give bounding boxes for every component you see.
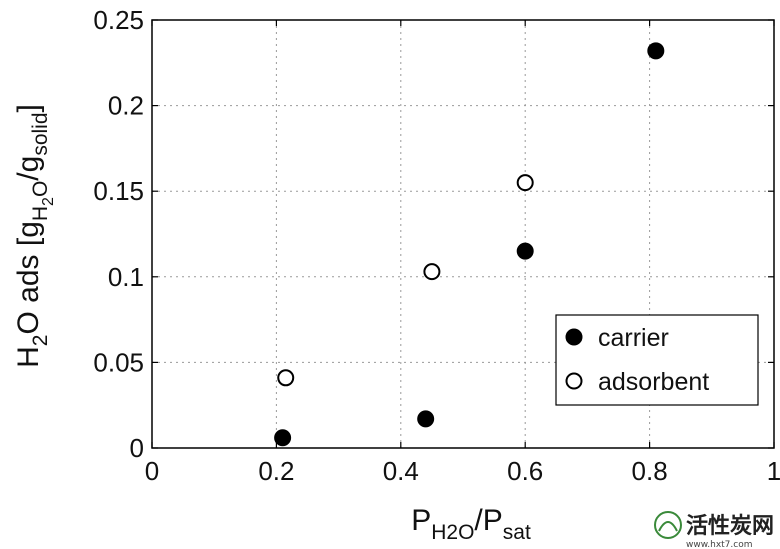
y-tick-label: 0.2 <box>108 91 144 121</box>
y-axis-label-part: ] <box>12 104 45 112</box>
watermark-url: www.hxt7.com <box>686 540 753 549</box>
y-tick-label: 0.15 <box>93 176 144 206</box>
adsorbent-point <box>423 263 441 281</box>
x-axis-label-part: P <box>411 504 431 537</box>
y-tick-label: 0 <box>130 433 144 463</box>
legend-label: carrier <box>598 324 669 352</box>
y-axis-label: H2O ads [gH2O/gsolid] <box>12 104 57 368</box>
legend: carrier adsorbent <box>555 314 759 406</box>
axis-ticks: 0 0.2 0.4 0.6 0.8 1 0 0.05 0.1 0.15 0.2 0.25 <box>93 5 780 486</box>
y-tick-label: 0.1 <box>108 262 144 292</box>
x-tick-label: 0.4 <box>383 456 419 486</box>
x-axis-label-part: sat <box>503 521 531 544</box>
legend-box <box>555 314 759 406</box>
y-axis-label-part: O <box>29 181 52 197</box>
x-tick-label: 0.8 <box>632 456 668 486</box>
y-axis-label-part: 2 <box>29 335 52 347</box>
x-axis-label-part: H2O <box>431 521 474 544</box>
grid <box>152 20 774 448</box>
y-tick-label: 0.05 <box>93 347 144 377</box>
watermark-leaf-icon <box>658 521 678 532</box>
legend-label: adsorbent <box>598 368 709 396</box>
carrier-point <box>274 429 292 447</box>
y-tick-label: 0.25 <box>93 5 144 35</box>
legend-marker <box>565 372 583 390</box>
legend-marker <box>565 328 583 346</box>
carrier-point <box>417 410 435 428</box>
y-axis-label-group: H2O ads [gH2O/gsolid] <box>12 104 57 368</box>
y-axis-label-part: O ads [g <box>12 221 45 334</box>
y-axis-label-part: 2 <box>40 197 57 206</box>
watermark-name: 活性炭网 <box>686 513 774 539</box>
carrier-point <box>516 242 534 260</box>
data-points <box>274 42 665 447</box>
y-axis-label-part: solid <box>29 112 52 155</box>
x-tick-label: 0 <box>145 456 159 486</box>
adsorbent-point <box>516 174 534 192</box>
x-tick-label: 0.6 <box>507 456 543 486</box>
y-axis-label-part: H <box>12 346 45 368</box>
x-axis-label-part: /P <box>474 504 502 537</box>
plot-frame <box>151 19 775 449</box>
y-axis-label-part: /g <box>12 156 45 181</box>
x-tick-label: 0.2 <box>258 456 294 486</box>
y-axis-label-part: H <box>29 206 52 221</box>
watermark-logo-icon <box>654 511 682 539</box>
carrier-point <box>647 42 665 60</box>
x-tick-label: 1 <box>767 456 780 486</box>
x-axis-label: PH2O/Psat <box>411 504 531 544</box>
adsorbent-point <box>277 369 295 387</box>
